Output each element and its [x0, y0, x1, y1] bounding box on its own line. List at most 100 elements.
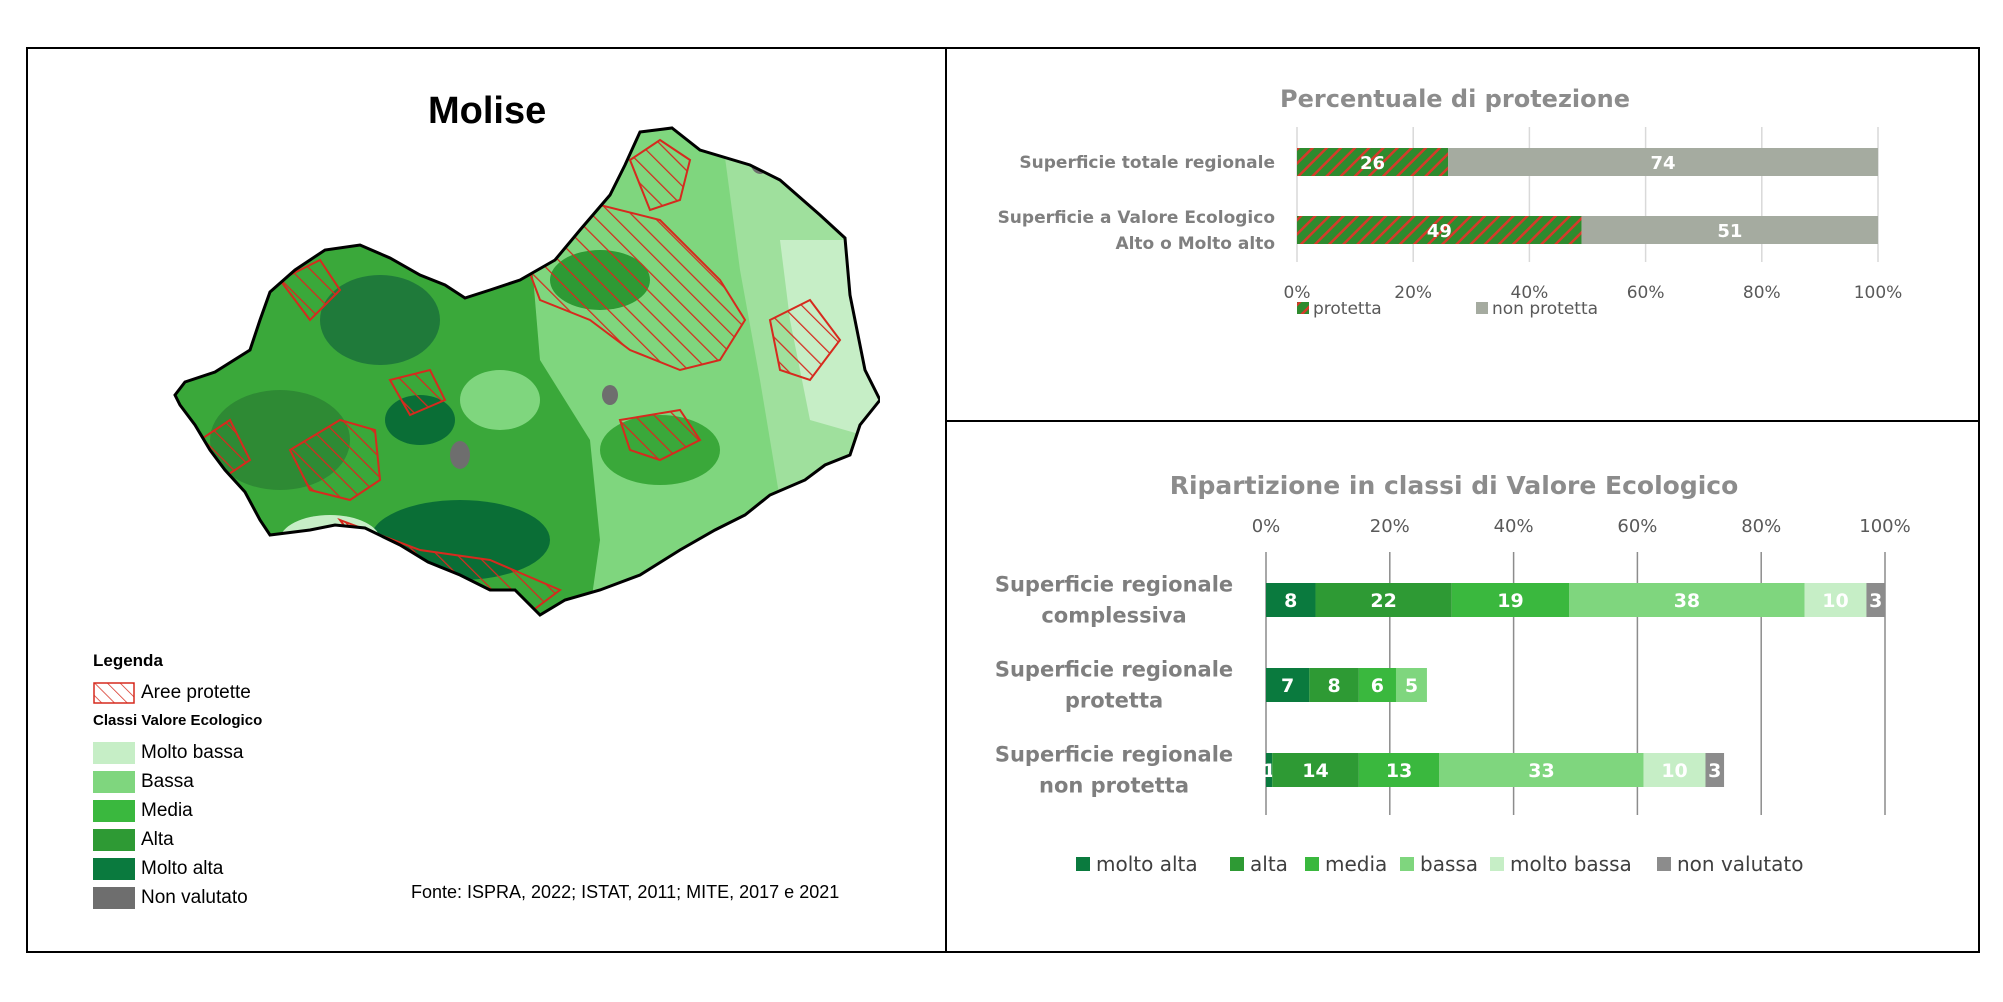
protection-chart: Percentuale di protezione 0% 20% 40% 60% 80% 1… [998, 85, 1903, 319]
legend-swatch [93, 828, 135, 851]
category-label: complessiva [1041, 604, 1186, 628]
legend-swatch [1400, 857, 1414, 871]
legend-swatch [93, 857, 135, 880]
category-label: protetta [1065, 689, 1163, 713]
legend-class-item: Molto bassa [93, 738, 248, 767]
category-label: Superficie regionale [995, 658, 1233, 682]
bar-segment [1297, 216, 1582, 244]
bar-segment [1866, 583, 1885, 617]
legend-class-label: Media [141, 799, 193, 821]
legend-swatch [93, 799, 135, 822]
bar-segment [1705, 753, 1725, 787]
x-tick-label: 40% [1511, 283, 1549, 303]
map-title: Molise [428, 90, 547, 132]
x-tick-label: 20% [1370, 516, 1410, 537]
legend-class-label: Alta [141, 828, 174, 850]
bar-segment [1439, 753, 1644, 787]
legend-class-label: Non valutato [141, 886, 248, 908]
data-label: 3 [1869, 590, 1882, 612]
legend-class-item: Bassa [93, 767, 248, 796]
x-tick-label: 60% [1627, 283, 1665, 303]
bar-segment [1266, 753, 1273, 787]
legend-protected-label: Aree protette [141, 682, 251, 703]
legend-swatch [1657, 857, 1671, 871]
classes-chart-panel [945, 420, 1980, 953]
legend-swatch [1305, 857, 1319, 871]
bar-segment [1297, 148, 1449, 176]
data-label: 8 [1327, 675, 1340, 697]
x-tick-label: 60% [1617, 516, 1657, 537]
legend-label: media [1325, 852, 1387, 876]
bar-segment [1315, 583, 1452, 617]
legend-class-item: Media [93, 796, 248, 825]
x-tick-label: 20% [1394, 283, 1432, 303]
legend-swatch [93, 886, 135, 909]
legend-label: protetta [1313, 299, 1382, 319]
legend-swatch [1297, 302, 1309, 314]
data-label: 49 [1427, 221, 1452, 242]
x-tick-label: 40% [1494, 516, 1534, 537]
bar-segment [1266, 668, 1310, 702]
classes-chart: Ripartizione in classi di Valore Ecologi… [995, 471, 1911, 876]
chart-title: Ripartizione in classi di Valore Ecologi… [1170, 471, 1739, 500]
legend-swatch [93, 770, 135, 793]
data-label: 5 [1405, 675, 1418, 697]
legend-class-label: Molto bassa [141, 741, 244, 763]
bar-segment [1266, 583, 1316, 617]
legend-label: molto bassa [1510, 852, 1632, 876]
bar-segment [1804, 583, 1867, 617]
hatch-swatch [93, 682, 135, 704]
legend-classes: Molto bassa Bassa Media Alta Molto alta … [93, 738, 248, 912]
category-label: Superficie regionale [995, 573, 1233, 597]
bar-segment [1451, 583, 1570, 617]
legend-swatch [1076, 857, 1090, 871]
legend-protected: Aree protette [93, 682, 251, 704]
data-label: 22 [1370, 590, 1396, 612]
x-tick-label: 0% [1284, 283, 1311, 303]
legend-classes-title: Classi Valore Ecologico [93, 712, 263, 729]
x-tick-label: 100% [1859, 516, 1910, 537]
data-label: 26 [1360, 153, 1385, 174]
legend-swatch [1476, 302, 1488, 314]
legend-label: non protetta [1492, 299, 1598, 319]
category-label: Superficie totale regionale [1019, 153, 1275, 173]
data-label: 7 [1281, 675, 1294, 697]
data-label: 38 [1674, 590, 1700, 612]
bar-segment [1448, 148, 1878, 176]
legend-swatch [1230, 857, 1244, 871]
legend-label: molto alta [1096, 852, 1198, 876]
source-note: Fonte: ISPRA, 2022; ISTAT, 2011; MITE, 2… [411, 882, 840, 902]
data-label: 51 [1717, 221, 1742, 242]
data-label: 13 [1386, 760, 1412, 782]
legend-label: alta [1250, 852, 1288, 876]
data-label: 8 [1284, 590, 1297, 612]
legend-label: bassa [1420, 852, 1478, 876]
legend-label: non valutato [1677, 852, 1803, 876]
legend-class-item: Non valutato [93, 883, 248, 912]
x-tick-label: 80% [1743, 283, 1781, 303]
molise-map [173, 126, 880, 617]
data-label: 19 [1497, 590, 1523, 612]
bar-segment [1309, 668, 1359, 702]
legend-class-label: Molto alta [141, 857, 224, 879]
x-tick-label: 80% [1741, 516, 1781, 537]
legend-class-label: Bassa [141, 770, 194, 792]
bar-segment [1358, 753, 1440, 787]
data-label: 6 [1371, 675, 1384, 697]
x-tick-label: 100% [1854, 283, 1903, 303]
category-label: non protetta [1039, 774, 1189, 798]
category-label: Alto o Molto alto [1115, 234, 1275, 254]
bar-segment [1395, 668, 1427, 702]
bar-segment [1581, 216, 1878, 244]
legend-class-item: Alta [93, 825, 248, 854]
data-label: 74 [1650, 153, 1675, 174]
bar-segment [1272, 753, 1359, 787]
data-label: 14 [1302, 760, 1328, 782]
legend-class-item: Molto alta [93, 854, 248, 883]
bar-segment [1643, 753, 1706, 787]
data-label: 3 [1708, 760, 1721, 782]
legend-swatch [93, 741, 135, 764]
data-label: 33 [1528, 760, 1554, 782]
legend-title: Legenda [93, 651, 163, 670]
category-label: Superficie a Valore Ecologico [998, 208, 1275, 228]
